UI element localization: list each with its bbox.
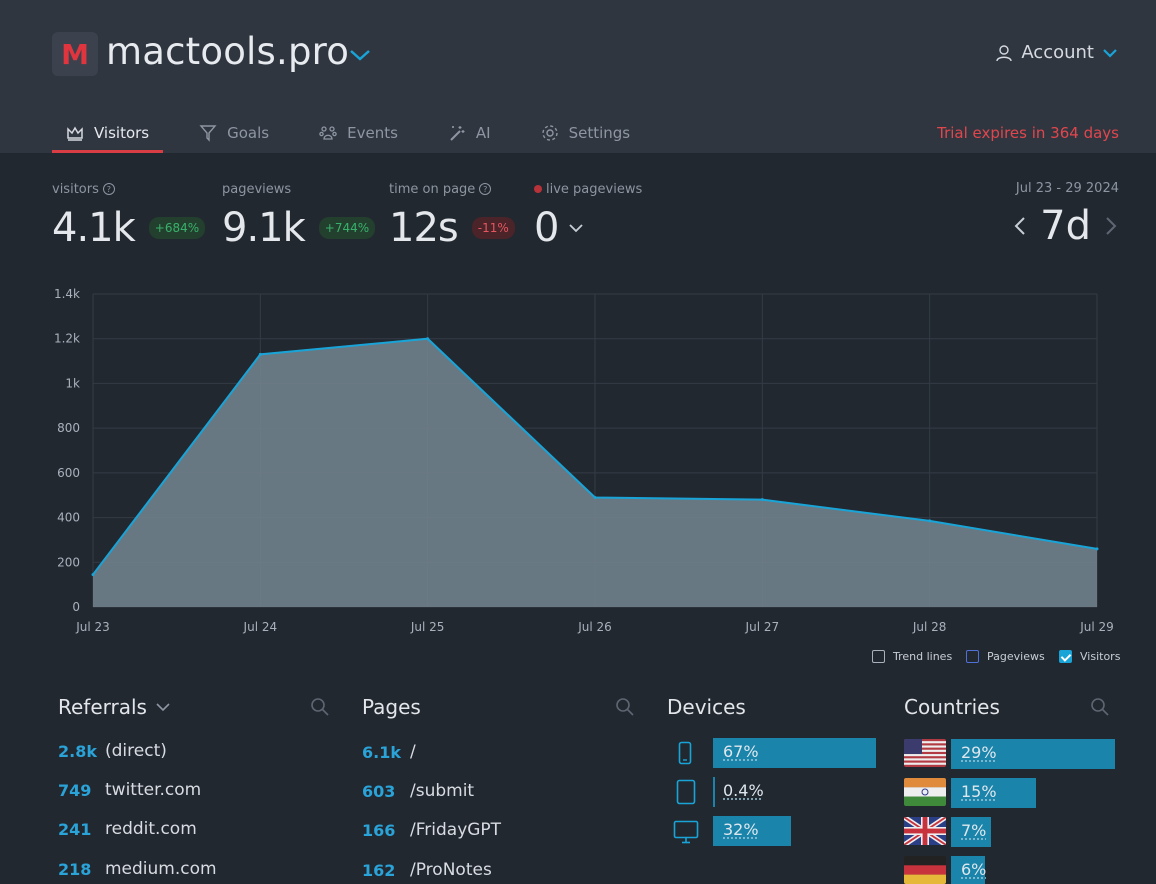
- list-item[interactable]: 2.8k (direct): [58, 739, 167, 763]
- search-icon[interactable]: [310, 697, 330, 717]
- checkbox[interactable]: [872, 650, 885, 663]
- count: 166: [362, 821, 410, 840]
- y-tick-label: 0: [72, 600, 80, 614]
- y-tick-label: 1.4k: [54, 287, 80, 301]
- data-point[interactable]: [92, 573, 95, 576]
- list-item[interactable]: 218 medium.com: [58, 857, 217, 881]
- legend-trend-lines[interactable]: Trend lines: [872, 650, 952, 663]
- data-point[interactable]: [594, 496, 597, 499]
- x-tick-label: Jul 23: [75, 620, 110, 634]
- chevron-down-icon: [155, 701, 171, 713]
- device-bar-row[interactable]: 67%: [713, 738, 876, 768]
- y-tick-label: 800: [57, 421, 80, 435]
- y-tick-label: 1k: [65, 376, 80, 390]
- count: 162: [362, 861, 410, 880]
- y-tick-label: 400: [57, 511, 80, 525]
- country-percent: 29%: [961, 743, 997, 762]
- path: /ProNotes: [410, 860, 492, 880]
- list-item[interactable]: 603 /submit: [362, 779, 474, 803]
- count: 241: [58, 820, 105, 839]
- list-item[interactable]: 166 /FridayGPT: [362, 818, 501, 842]
- country-bar-row[interactable]: 7%: [951, 817, 1115, 847]
- country-percent: 15%: [961, 782, 997, 801]
- count: 603: [362, 782, 410, 801]
- device-percent: 67%: [723, 742, 759, 761]
- count: 2.8k: [58, 742, 105, 761]
- source: medium.com: [105, 859, 217, 879]
- path: /submit: [410, 781, 474, 801]
- legend-visitors[interactable]: Visitors: [1059, 650, 1120, 663]
- x-tick-label: Jul 26: [577, 620, 612, 634]
- data-point[interactable]: [928, 519, 931, 522]
- country-percent: 7%: [961, 821, 986, 840]
- panel-title-label: Countries: [904, 695, 1000, 719]
- country-bar-row[interactable]: 15%: [951, 778, 1115, 808]
- x-tick-label: Jul 29: [1079, 620, 1114, 634]
- panel-title-label: Referrals: [58, 695, 147, 719]
- list-item[interactable]: 6.1k /: [362, 740, 416, 764]
- count: 218: [58, 860, 105, 879]
- germany-flag-icon: [904, 856, 946, 884]
- search-icon[interactable]: [1090, 697, 1110, 717]
- legend-label: Visitors: [1080, 650, 1120, 663]
- list-item[interactable]: 241 reddit.com: [58, 817, 197, 841]
- search-icon[interactable]: [615, 697, 635, 717]
- source: twitter.com: [105, 780, 201, 800]
- desktop-icon: [673, 820, 699, 844]
- x-tick-label: Jul 27: [745, 620, 780, 634]
- device-bar: [713, 777, 715, 807]
- count: 6.1k: [362, 743, 410, 762]
- y-tick-label: 200: [57, 555, 80, 569]
- list-item[interactable]: 749 twitter.com: [58, 778, 201, 802]
- data-point[interactable]: [426, 337, 429, 340]
- checkbox[interactable]: [966, 650, 979, 663]
- data-point[interactable]: [259, 353, 262, 356]
- tablet-icon: [676, 779, 696, 805]
- list-item[interactable]: 162 /ProNotes: [362, 858, 492, 882]
- x-tick-label: Jul 25: [410, 620, 445, 634]
- panel-title-label: Devices: [667, 695, 746, 719]
- panel-title-label: Pages: [362, 695, 421, 719]
- countries-title: Countries: [904, 695, 1000, 719]
- india-flag-icon: [904, 778, 946, 806]
- us-flag-icon: [904, 739, 946, 767]
- checkbox[interactable]: [1059, 650, 1072, 663]
- path: /FridayGPT: [410, 820, 501, 840]
- data-point[interactable]: [1096, 547, 1099, 550]
- visitors-chart: 0 200 400 600 800 1k 1.2k 1.4k Jul 23 Jul 24 Jul …: [0, 0, 1156, 650]
- y-tick-label: 1.2k: [54, 332, 80, 346]
- devices-title: Devices: [667, 695, 746, 719]
- data-point[interactable]: [761, 498, 764, 501]
- count: 749: [58, 781, 105, 800]
- source: reddit.com: [105, 819, 197, 839]
- country-percent: 6%: [961, 860, 986, 879]
- device-bar-row[interactable]: 0.4%: [713, 777, 876, 807]
- country-bar-row[interactable]: 6%: [951, 856, 1115, 884]
- x-tick-label: Jul 24: [243, 620, 278, 634]
- phone-icon: [678, 741, 692, 765]
- source: (direct): [105, 741, 167, 761]
- x-tick-label: Jul 28: [912, 620, 947, 634]
- country-bar-row[interactable]: 29%: [951, 739, 1115, 769]
- device-bar-row[interactable]: 32%: [713, 816, 876, 846]
- device-percent: 0.4%: [723, 781, 764, 800]
- y-tick-label: 600: [57, 466, 80, 480]
- legend-pageviews[interactable]: Pageviews: [966, 650, 1045, 663]
- pages-title: Pages: [362, 695, 421, 719]
- uk-flag-icon: [904, 817, 946, 845]
- referrals-title[interactable]: Referrals: [58, 695, 171, 719]
- path: /: [410, 742, 416, 762]
- legend-label: Pageviews: [987, 650, 1045, 663]
- legend-label: Trend lines: [893, 650, 952, 663]
- device-percent: 32%: [723, 820, 759, 839]
